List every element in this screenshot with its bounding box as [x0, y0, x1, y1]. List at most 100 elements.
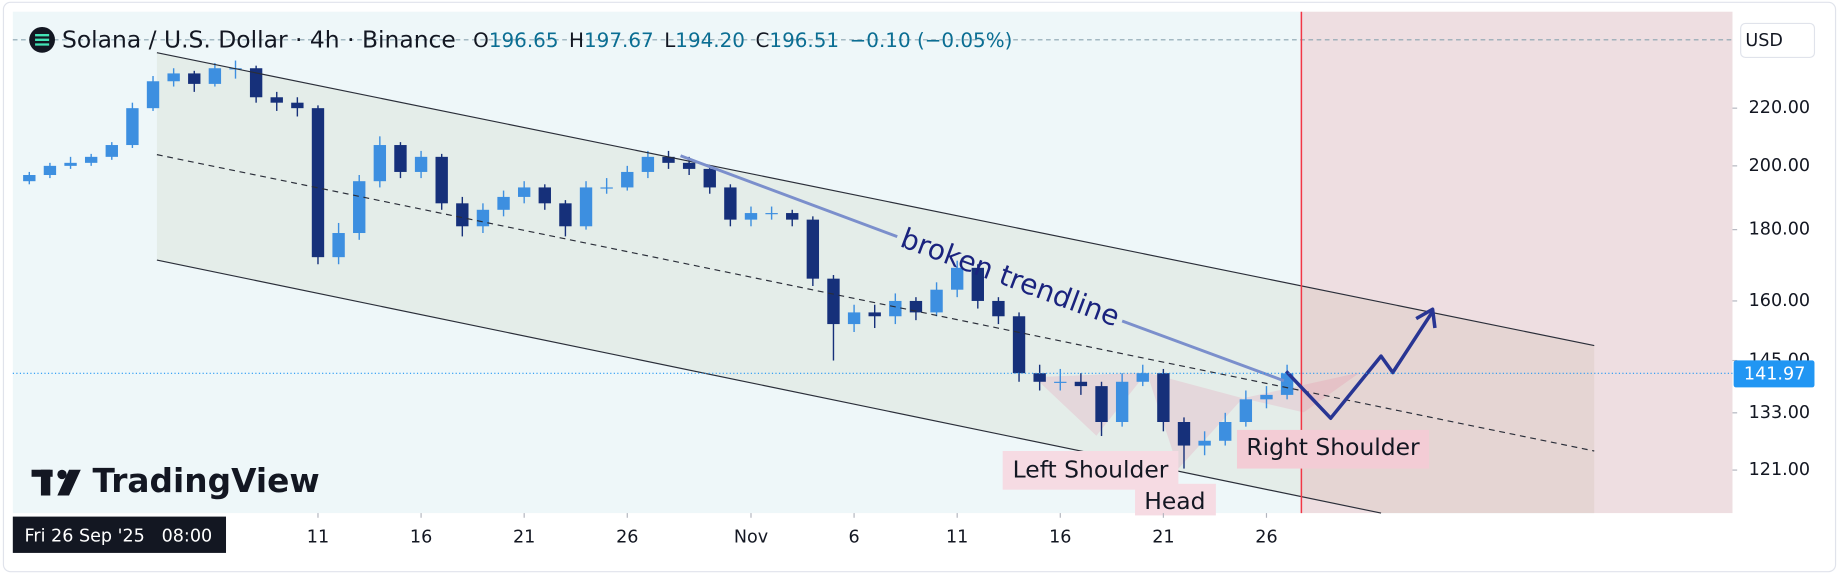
- candle-body: [1198, 440, 1211, 446]
- candle-body: [662, 156, 675, 163]
- ohlc-value: 197.67: [584, 29, 654, 52]
- candle-body: [146, 81, 160, 109]
- ohlc-label: L: [664, 29, 675, 52]
- ohlc-value: 196.51: [769, 29, 839, 52]
- candle-body: [1136, 373, 1149, 382]
- candle-body: [394, 145, 407, 172]
- last-price-label: 141.97: [1744, 364, 1805, 384]
- symbol-icon-lines: [35, 33, 50, 46]
- candle-body: [909, 300, 923, 313]
- label-box: [1236, 429, 1430, 469]
- candle-body: [1239, 399, 1253, 422]
- candle-body: [971, 267, 984, 301]
- candle-body: [992, 300, 1005, 317]
- candle-body: [311, 108, 325, 258]
- candle-body: [889, 300, 902, 317]
- axes: 121.00133.00145.00160.00180.00200.00220.…: [12, 98, 1815, 548]
- candle-body: [270, 97, 283, 103]
- channel-upper: [156, 52, 1595, 347]
- candle-body: [1012, 316, 1026, 374]
- candle-body: [414, 156, 428, 172]
- candle-body: [847, 312, 861, 325]
- crosshair-date: Fri 26 Sep '25: [25, 527, 145, 547]
- chart-title: Solana / U.S. Dollar · 4h · Binance: [62, 26, 456, 54]
- projection-arrowhead: [1415, 307, 1437, 329]
- candle-body: [1074, 381, 1088, 387]
- label-box: [1002, 451, 1179, 490]
- candle-body: [827, 278, 840, 325]
- last-price-box: [1733, 360, 1815, 388]
- crosshair-time: 08:00: [162, 527, 213, 547]
- candle-body: [1115, 381, 1129, 422]
- y-tick-label: 133.00: [1749, 403, 1810, 423]
- candle-body: [105, 145, 118, 157]
- ohlc-label: C: [756, 29, 770, 52]
- x-tick-label: 16: [1049, 528, 1071, 548]
- candle-body: [682, 162, 696, 169]
- y-tick-label: 200.00: [1749, 156, 1810, 176]
- currency[interactable]: USD: [1745, 31, 1783, 51]
- y-tick-label: 180.00: [1749, 220, 1810, 240]
- candle-body: [1177, 421, 1191, 446]
- x-tick-label: 6: [848, 528, 859, 548]
- candle-body: [538, 187, 551, 204]
- candle-body: [1095, 386, 1108, 422]
- trendline: [680, 154, 898, 239]
- head-shape: [1146, 372, 1243, 469]
- watermark: TradingView: [92, 462, 319, 500]
- candle-body: [579, 187, 593, 227]
- candle-body: [930, 289, 943, 313]
- candle-body: [600, 187, 613, 189]
- left-shoulder-label: Left Shoulder: [1013, 455, 1169, 483]
- candle-body: [476, 209, 490, 227]
- x-tick-label: 21: [1152, 528, 1174, 548]
- future-region: [1301, 11, 1733, 514]
- candle-body: [435, 156, 448, 204]
- candle-body: [497, 196, 510, 210]
- candle-body: [950, 267, 964, 290]
- candle-body: [208, 68, 222, 84]
- label-box: [1135, 483, 1216, 516]
- channel-fill: [156, 52, 1595, 514]
- right-shoulder-label: Right Shoulder: [1246, 433, 1420, 461]
- crosshair-box: [12, 516, 227, 553]
- candle-body: [1054, 381, 1067, 383]
- candle-body: [744, 213, 758, 220]
- candle-body: [806, 219, 820, 279]
- ohlc-label: H: [569, 29, 584, 52]
- candle-body: [249, 68, 263, 98]
- x-tick-label: 11: [307, 528, 329, 548]
- head-label: Head: [1144, 487, 1205, 515]
- candle-body: [641, 156, 655, 172]
- candle-body: [23, 175, 36, 182]
- candle-body: [786, 213, 799, 220]
- candle-body: [332, 233, 345, 258]
- candle-body: [1280, 373, 1294, 395]
- ohlc-change: −0.10 (−0.05%): [850, 29, 1013, 52]
- currency-box[interactable]: [1740, 22, 1816, 58]
- candle-body: [43, 165, 57, 176]
- candle-body: [703, 168, 716, 188]
- candle-body: [621, 171, 634, 188]
- candle-body: [559, 203, 572, 227]
- x-tick-label: 11: [946, 528, 968, 548]
- candle-body: [1157, 373, 1170, 422]
- candle-body: [868, 312, 881, 317]
- candle-body: [167, 73, 180, 82]
- channel-mid: [156, 154, 1595, 452]
- x-tick-label: Nov: [734, 528, 768, 548]
- candle-body: [1260, 394, 1273, 400]
- candle-body: [456, 203, 469, 227]
- x-tick-label: 26: [1255, 528, 1277, 548]
- y-tick-label: 160.00: [1749, 291, 1810, 311]
- ohlc-header: O196.65 H197.67 L194.20 C196.51 −0.10 (−0.05…: [473, 29, 1012, 52]
- projection-path: [1284, 310, 1435, 420]
- candle-body: [353, 181, 366, 234]
- y-tick-label: 121.00: [1749, 460, 1810, 480]
- ohlc-label: O: [473, 29, 489, 52]
- candle-body: [1219, 421, 1232, 441]
- candle-body: [765, 213, 778, 215]
- candles: [23, 60, 1294, 469]
